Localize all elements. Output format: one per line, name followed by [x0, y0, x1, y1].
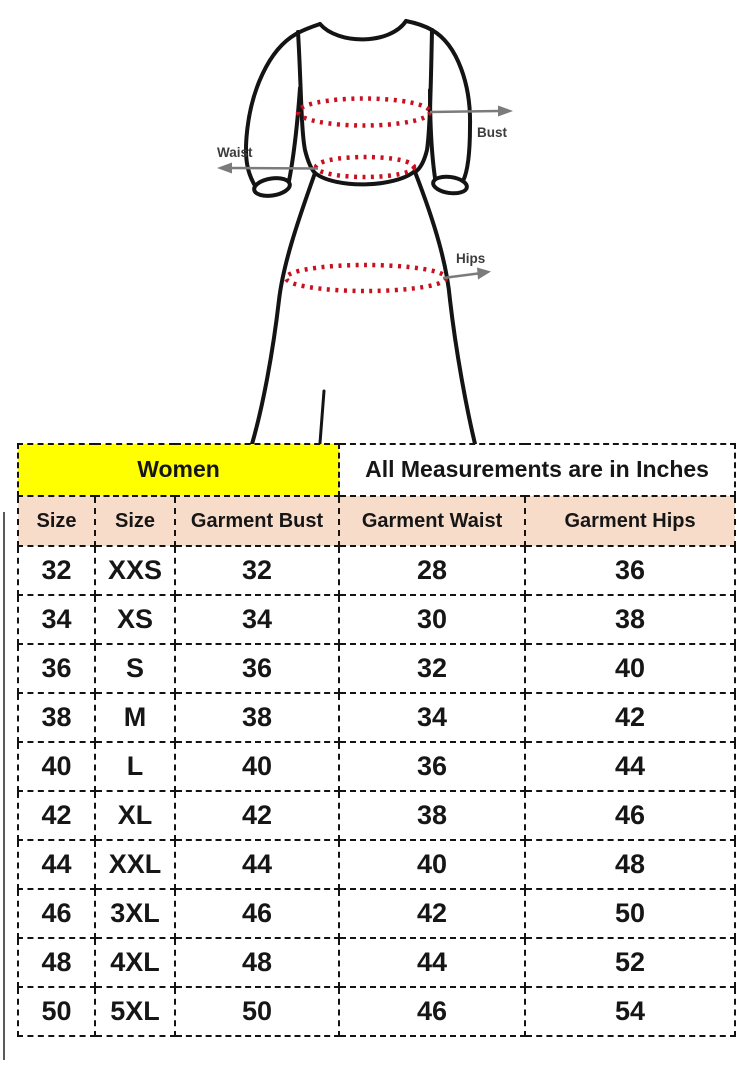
dress-bodice-right [413, 28, 434, 174]
table-row: 36 S 36 32 40 [17, 643, 737, 694]
garment-bust-cell: 36 [173, 643, 341, 694]
table-row: 42 XL 42 38 46 [17, 790, 737, 841]
garment-bust-cell: 34 [173, 594, 341, 645]
measurements-header-cell: All Measurements are in Inches [338, 443, 737, 497]
waist-label: Waist [217, 145, 253, 160]
size-number-cell: 32 [17, 545, 96, 596]
table-row: 40 L 40 36 44 [17, 741, 737, 792]
bust-arrow [429, 105, 513, 117]
garment-hips-cell: 42 [524, 692, 737, 743]
garment-bust-cell: 38 [173, 692, 341, 743]
garment-hips-cell: 38 [524, 594, 737, 645]
garment-waist-cell: 34 [338, 692, 527, 743]
garment-bust-cell: 46 [173, 888, 341, 939]
size-chart-table: Women All Measurements are in Inches Siz… [16, 443, 737, 1037]
size-letter-cell: 4XL [94, 937, 176, 988]
dress-drawing [243, 19, 477, 444]
dress-skirt-right [413, 170, 477, 444]
garment-hips-cell: 54 [524, 986, 737, 1037]
table-row: 50 5XL 50 46 54 [17, 986, 737, 1037]
garment-waist-cell: 40 [338, 839, 527, 890]
dress-left-cuff [252, 176, 292, 198]
dress-waist-seam [313, 169, 417, 187]
garment-hips-cell: 44 [524, 741, 737, 792]
column-header-garment-waist: Garment Waist [338, 495, 527, 547]
column-header-garment-hips: Garment Hips [524, 495, 737, 547]
hips-arrow [442, 267, 491, 280]
column-header-size-letter: Size [94, 495, 176, 547]
column-header-row: Size Size Garment Bust Garment Waist Gar… [17, 495, 737, 547]
garment-bust-cell: 32 [173, 545, 341, 596]
size-number-cell: 38 [17, 692, 96, 743]
size-letter-cell: S [94, 643, 176, 694]
size-letter-cell: 3XL [94, 888, 176, 939]
size-number-cell: 48 [17, 937, 96, 988]
group-header-row: Women All Measurements are in Inches [16, 443, 737, 497]
hips-label: Hips [456, 251, 485, 266]
women-header-cell: Women [16, 443, 341, 497]
garment-waist-cell: 28 [338, 545, 527, 596]
dress-skirt-left [250, 171, 317, 444]
size-letter-cell: XS [94, 594, 176, 645]
bust-measure-ellipse [295, 96, 433, 128]
garment-hips-cell: 52 [524, 937, 737, 988]
size-number-cell: 50 [17, 986, 96, 1037]
size-diagram: Bust Waist Hips [217, 19, 513, 444]
size-letter-cell: XXS [94, 545, 176, 596]
size-number-cell: 46 [17, 888, 96, 939]
column-header-size-number: Size [17, 495, 96, 547]
size-letter-cell: XL [94, 790, 176, 841]
table-row: 34 XS 34 30 38 [17, 594, 737, 645]
size-letter-cell: 5XL [94, 986, 176, 1037]
size-number-cell: 40 [17, 741, 96, 792]
waist-measure-ellipse [313, 154, 417, 180]
dress-bodice-left [296, 30, 317, 175]
table-row: 38 M 38 34 42 [17, 692, 737, 743]
dress-slit [318, 389, 326, 444]
garment-bust-cell: 42 [173, 790, 341, 841]
garment-bust-cell: 40 [173, 741, 341, 792]
garment-hips-cell: 48 [524, 839, 737, 890]
size-letter-cell: L [94, 741, 176, 792]
size-letter-cell: XXL [94, 839, 176, 890]
garment-bust-cell: 48 [173, 937, 341, 988]
size-number-cell: 36 [17, 643, 96, 694]
garment-waist-cell: 42 [338, 888, 527, 939]
garment-hips-cell: 40 [524, 643, 737, 694]
garment-bust-cell: 44 [173, 839, 341, 890]
garment-bust-cell: 50 [173, 986, 341, 1037]
garment-hips-cell: 46 [524, 790, 737, 841]
garment-waist-cell: 46 [338, 986, 527, 1037]
size-rows: 32 XXS 32 28 36 34 XS 34 30 38 36 S 36 32 40 38 M 38 34 42 4… [17, 545, 737, 1037]
garment-waist-cell: 44 [338, 937, 527, 988]
size-number-cell: 42 [17, 790, 96, 841]
garment-hips-cell: 50 [524, 888, 737, 939]
column-header-garment-bust: Garment Bust [173, 495, 341, 547]
hips-measure-ellipse [283, 262, 449, 294]
table-row: 32 XXS 32 28 36 [17, 545, 737, 596]
garment-waist-cell: 30 [338, 594, 527, 645]
dress-right-sleeve-outer [404, 19, 473, 183]
bust-label: Bust [477, 125, 508, 140]
dress-right-cuff [431, 174, 469, 196]
dress-left-sleeve-outer [243, 22, 322, 186]
left-edge-artifact [3, 512, 5, 1060]
table-row: 46 3XL 46 42 50 [17, 888, 737, 939]
dress-neckline [318, 19, 408, 42]
dress-left-sleeve-inner [287, 86, 302, 183]
table-row: 44 XXL 44 40 48 [17, 839, 737, 890]
garment-waist-cell: 38 [338, 790, 527, 841]
size-number-cell: 34 [17, 594, 96, 645]
size-letter-cell: M [94, 692, 176, 743]
table-row: 48 4XL 48 44 52 [17, 937, 737, 988]
garment-waist-cell: 32 [338, 643, 527, 694]
size-number-cell: 44 [17, 839, 96, 890]
garment-hips-cell: 36 [524, 545, 737, 596]
garment-waist-cell: 36 [338, 741, 527, 792]
waist-arrow [217, 162, 319, 174]
